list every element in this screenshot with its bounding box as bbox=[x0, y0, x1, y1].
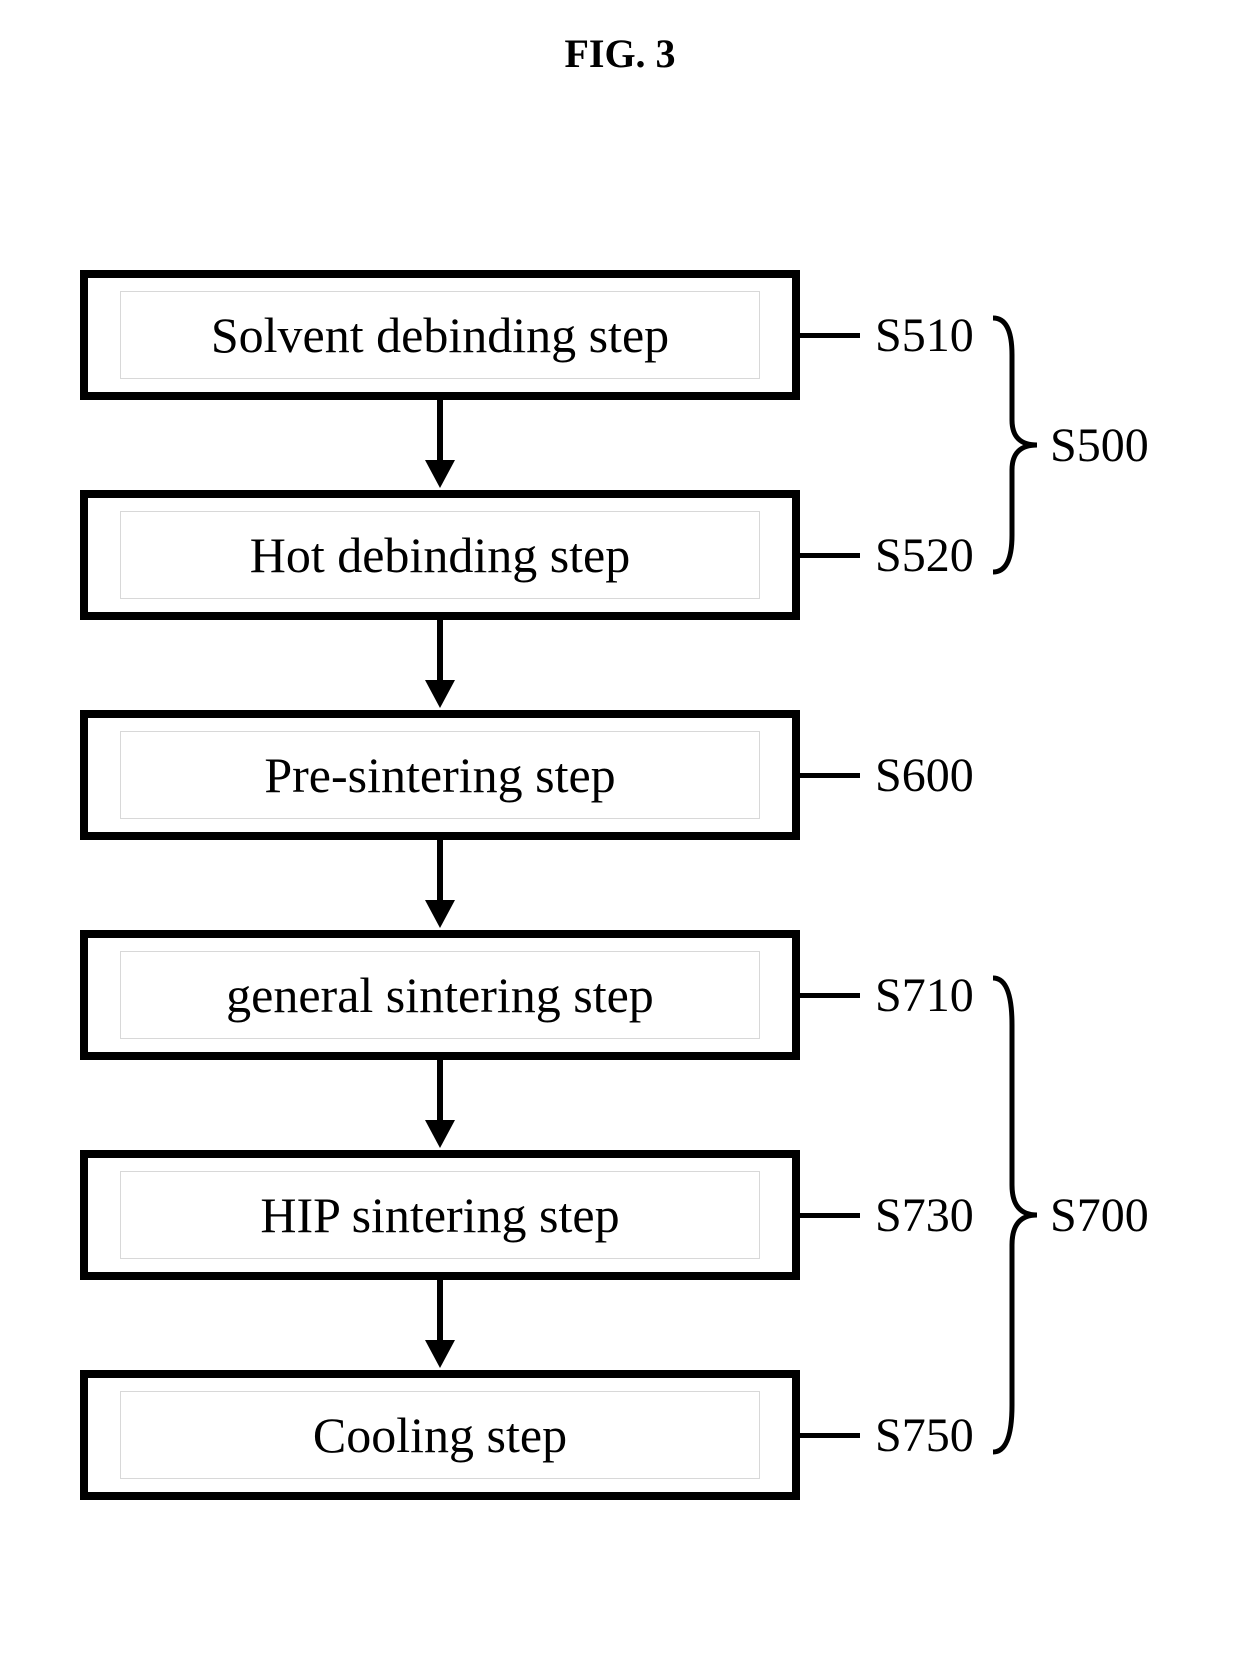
connector-dash bbox=[800, 333, 860, 338]
arrow bbox=[433, 1280, 447, 1370]
arrow bbox=[433, 400, 447, 490]
arrow bbox=[433, 840, 447, 930]
arrow-head-icon bbox=[425, 900, 455, 928]
connector-dash bbox=[800, 773, 860, 778]
group-code: S500 bbox=[1050, 418, 1149, 473]
step-box: general sintering step bbox=[80, 930, 800, 1060]
arrow-head-icon bbox=[425, 1120, 455, 1148]
arrow bbox=[433, 1060, 447, 1150]
step-label: Solvent debinding step bbox=[120, 291, 760, 379]
step-label: general sintering step bbox=[120, 951, 760, 1039]
figure-title: FIG. 3 bbox=[0, 30, 1240, 77]
step-label: Pre-sintering step bbox=[120, 731, 760, 819]
step-box: Pre-sintering step bbox=[80, 710, 800, 840]
step-box: Solvent debinding step bbox=[80, 270, 800, 400]
connector-dash bbox=[800, 553, 860, 558]
connector-dash bbox=[800, 1213, 860, 1218]
step-code: S750 bbox=[875, 1408, 974, 1463]
arrow bbox=[433, 620, 447, 710]
group-code: S700 bbox=[1050, 1188, 1149, 1243]
step-label: HIP sintering step bbox=[120, 1171, 760, 1259]
step-code: S710 bbox=[875, 968, 974, 1023]
arrow-shaft bbox=[437, 1280, 443, 1344]
arrow-shaft bbox=[437, 1060, 443, 1124]
arrow-head-icon bbox=[425, 460, 455, 488]
step-label: Cooling step bbox=[120, 1391, 760, 1479]
step-box: Hot debinding step bbox=[80, 490, 800, 620]
connector-dash bbox=[800, 993, 860, 998]
step-box: Cooling step bbox=[80, 1370, 800, 1500]
connector-dash bbox=[800, 1433, 860, 1438]
step-code: S520 bbox=[875, 528, 974, 583]
arrow-head-icon bbox=[425, 1340, 455, 1368]
step-label: Hot debinding step bbox=[120, 511, 760, 599]
arrow-shaft bbox=[437, 400, 443, 464]
arrow-shaft bbox=[437, 620, 443, 684]
group-brace-icon bbox=[990, 315, 1040, 575]
step-code: S730 bbox=[875, 1188, 974, 1243]
step-code: S510 bbox=[875, 308, 974, 363]
arrow-shaft bbox=[437, 840, 443, 904]
step-box: HIP sintering step bbox=[80, 1150, 800, 1280]
step-code: S600 bbox=[875, 748, 974, 803]
group-brace-icon bbox=[990, 975, 1040, 1455]
arrow-head-icon bbox=[425, 680, 455, 708]
